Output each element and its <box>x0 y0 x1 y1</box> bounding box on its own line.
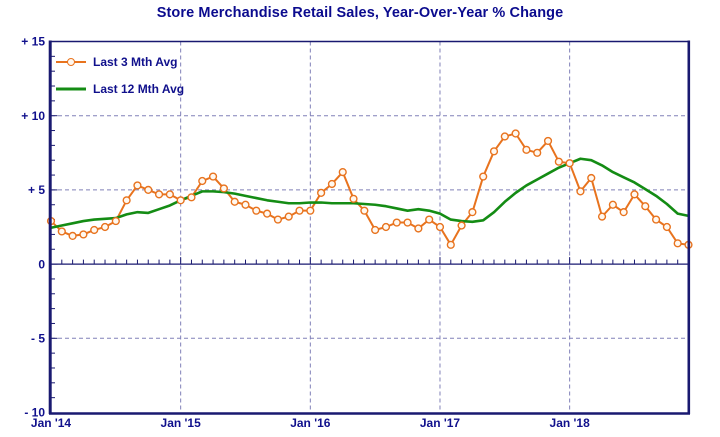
y-axis-label: - 10 <box>24 406 45 420</box>
data-point-marker <box>565 159 574 168</box>
y-axis-label: 0 <box>38 257 45 271</box>
data-point-marker <box>619 208 628 217</box>
data-point-marker <box>90 225 99 235</box>
data-point-marker <box>576 187 585 196</box>
data-point-marker <box>154 190 164 199</box>
data-point-marker <box>533 148 542 157</box>
legend-item-12mo-avg: Last 12 Mth Avg <box>56 80 184 98</box>
data-point-marker <box>349 194 358 203</box>
data-point-marker <box>198 176 207 186</box>
x-axis-label: Jan '14 <box>31 416 72 430</box>
data-point-marker <box>111 216 120 226</box>
data-point-marker <box>371 225 380 235</box>
data-point-marker <box>252 206 261 215</box>
data-point-marker <box>263 209 272 218</box>
series-line-12mo-avg <box>49 157 690 230</box>
data-point-marker <box>630 190 639 199</box>
data-point-marker <box>662 222 671 232</box>
data-point-marker <box>479 172 488 181</box>
data-point-marker <box>608 200 617 209</box>
data-point-marker <box>446 240 455 249</box>
data-point-marker <box>338 167 347 177</box>
data-point-marker <box>468 208 477 217</box>
data-point-marker <box>230 197 239 206</box>
data-point-marker <box>392 218 401 227</box>
legend: Last 3 Mth Avg Last 12 Mth Avg <box>56 53 184 107</box>
data-point-marker <box>68 231 77 241</box>
data-point-marker <box>673 239 682 248</box>
data-point-marker <box>165 190 174 199</box>
data-point-marker <box>187 193 196 202</box>
y-axis-label: + 10 <box>21 109 45 123</box>
y-axis-label: + 15 <box>21 35 45 49</box>
data-point-marker <box>543 136 553 146</box>
chart-title: Store Merchandise Retail Sales, Year-Ove… <box>156 5 564 21</box>
data-point-marker <box>57 227 66 236</box>
open-circle-marker-icon <box>67 58 75 66</box>
data-point-marker <box>79 230 88 239</box>
data-point-marker <box>381 222 391 232</box>
legend-label-3mo-avg: Last 3 Mth Avg <box>93 55 178 69</box>
data-point-marker <box>554 157 563 166</box>
x-axis-label: Jan '15 <box>161 416 202 430</box>
data-point-marker <box>219 184 228 193</box>
data-point-marker <box>100 222 110 232</box>
y-axis-label: + 5 <box>28 183 45 197</box>
data-point-marker <box>306 206 315 215</box>
data-point-marker <box>133 181 142 190</box>
data-point-marker <box>360 206 369 215</box>
data-point-marker <box>435 222 445 232</box>
data-point-marker <box>522 145 531 154</box>
data-point-marker <box>317 188 326 197</box>
legend-item-3mo-avg: Last 3 Mth Avg <box>56 53 184 71</box>
data-point-marker <box>425 215 434 224</box>
data-point-marker <box>511 129 520 138</box>
green-line-icon <box>56 87 86 91</box>
data-point-marker <box>144 185 153 195</box>
data-point-marker <box>597 212 607 221</box>
data-point-marker <box>241 200 250 209</box>
data-point-marker <box>414 224 423 233</box>
data-point-marker <box>500 132 509 141</box>
data-point-marker <box>327 179 337 189</box>
legend-label-12mo-avg: Last 12 Mth Avg <box>93 82 185 96</box>
data-point-marker <box>457 221 466 230</box>
data-point-marker <box>587 173 596 183</box>
legend-line-sample-12mo-icon <box>56 83 86 95</box>
data-point-marker <box>176 196 185 205</box>
data-point-marker <box>284 212 293 221</box>
x-axis-label: Jan '16 <box>290 416 331 430</box>
data-point-marker <box>122 196 131 205</box>
y-axis-label: - 5 <box>31 332 45 346</box>
data-point-marker <box>641 202 650 211</box>
data-point-marker <box>489 147 499 156</box>
legend-line-sample-3mo-icon <box>56 56 86 68</box>
data-point-marker <box>273 215 283 224</box>
data-point-marker <box>295 206 304 215</box>
data-point-marker <box>208 172 218 181</box>
data-point-marker <box>651 215 661 224</box>
data-point-marker <box>403 218 412 227</box>
x-axis-label: Jan '18 <box>550 416 591 430</box>
x-axis-label: Jan '17 <box>420 416 461 430</box>
